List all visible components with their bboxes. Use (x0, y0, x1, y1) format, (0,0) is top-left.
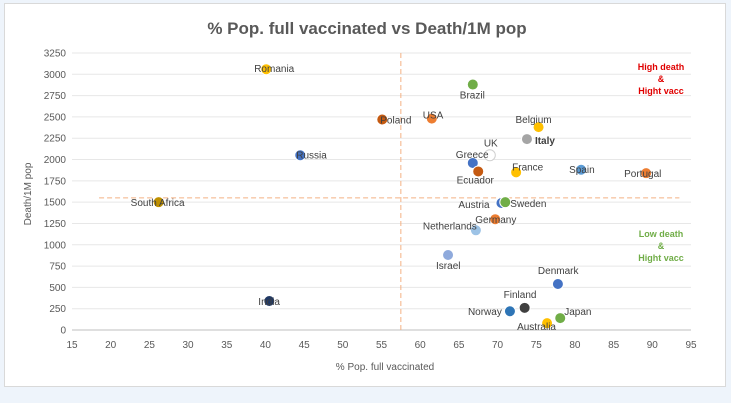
grid-lines (72, 52, 691, 331)
x-tick-label: 60 (415, 340, 427, 351)
point-ecuador (472, 165, 485, 178)
y-tick-label: 2250 (44, 134, 67, 145)
quadrant-label-line: Hight vacc (638, 86, 684, 96)
point-label-greece: Greece (456, 150, 489, 161)
point-label-belgium: Belgium (516, 115, 552, 126)
quadrant-label-line: High death (638, 62, 685, 72)
quadrant-label-line: Low death (639, 229, 684, 239)
x-tick-label: 50 (337, 340, 349, 351)
chart-frame: % Pop. full vaccinated vs Death/1M pop 0… (4, 3, 726, 387)
point-belgium (532, 121, 545, 134)
y-tick-label: 1500 (44, 198, 67, 209)
point-israel (442, 248, 455, 261)
x-tick-label: 25 (144, 340, 156, 351)
point-label-australia: Australia (517, 322, 556, 333)
x-tick-label: 55 (376, 340, 388, 351)
y-tick-label: 2000 (44, 155, 67, 166)
point-denmark (551, 277, 564, 290)
point-brazil (466, 78, 479, 91)
point-romania (260, 63, 273, 76)
point-greece (466, 156, 479, 169)
chart-title: % Pop. full vaccinated vs Death/1M pop (207, 19, 526, 38)
point-netherlands (469, 224, 482, 237)
point-portugal (640, 167, 653, 180)
point-label-india: India (258, 297, 280, 308)
x-tick-label: 70 (492, 340, 504, 351)
point-south-africa (152, 196, 165, 209)
point-label-russia: Russia (296, 150, 327, 161)
x-tick-label: 95 (685, 340, 697, 351)
point-label-japan: Japan (564, 307, 591, 318)
point-label-usa: USA (423, 111, 444, 122)
x-tick-label: 40 (260, 340, 272, 351)
y-tick-label: 3250 (44, 49, 67, 60)
point-label-italy: Italy (535, 136, 555, 147)
point-norway (503, 305, 516, 318)
point-label-uk: UK (484, 138, 498, 149)
point-russia (294, 149, 307, 162)
point-label-brazil: Brazil (460, 91, 485, 102)
point-france (510, 166, 523, 179)
x-tick-label: 75 (531, 340, 543, 351)
x-tick-label: 20 (105, 340, 117, 351)
point-finland (518, 301, 531, 314)
point-label-germany: Germany (475, 215, 516, 226)
point-label-romania: Romania (254, 64, 294, 75)
scatter-chart: % Pop. full vaccinated vs Death/1M pop 0… (23, 19, 697, 373)
point-label-norway: Norway (468, 307, 502, 318)
y-tick-label: 500 (49, 283, 66, 294)
y-tick-label: 2750 (44, 91, 67, 102)
y-tick-label: 3000 (44, 70, 67, 81)
data-points: Romania Brazil Poland USA Belgium Italy Russia… (131, 63, 661, 333)
y-tick-label: 1250 (44, 219, 67, 230)
point-germany (489, 213, 502, 226)
y-tick-label: 2500 (44, 112, 67, 123)
point-label-portugal: Portugal (624, 169, 661, 180)
quadrant-label-line: & (658, 241, 665, 251)
x-tick-label: 65 (453, 340, 465, 351)
x-tick-label: 35 (221, 340, 233, 351)
quadrant-label-line: Hight vacc (638, 253, 684, 263)
point-label-netherlands: Netherlands (423, 221, 477, 232)
quadrant-label-line: & (658, 74, 665, 84)
point-label-finland: Finland (504, 290, 537, 301)
reference-lines (99, 53, 680, 330)
point-japan (554, 312, 567, 325)
point-label-poland: Poland (380, 115, 411, 126)
x-tick-label: 30 (183, 340, 195, 351)
point-australia (541, 317, 554, 330)
point-label-austria: Austria (458, 200, 490, 211)
point-label-spain: Spain (569, 165, 595, 176)
point-label-france: France (512, 162, 544, 173)
y-tick-label: 0 (60, 326, 66, 337)
y-tick-label: 1000 (44, 240, 67, 251)
point-india (263, 295, 276, 308)
y-tick-label: 250 (49, 304, 66, 315)
point-italy (520, 133, 533, 146)
x-tick-label: 90 (647, 340, 659, 351)
x-tick-label: 45 (299, 340, 311, 351)
x-axis-title: % Pop. full vaccinated (336, 362, 434, 373)
x-tick-label: 80 (569, 340, 581, 351)
point-label-south-africa: South Africa (131, 198, 185, 209)
y-tick-label: 1750 (44, 176, 67, 187)
y-tick-label: 750 (49, 262, 66, 273)
point-usa (425, 112, 438, 125)
axes: 0 250 500 750 1000 1250 1500 1750 2000 2250 2500 27… (44, 49, 697, 352)
x-tick-label: 85 (608, 340, 620, 351)
point-uk (483, 149, 496, 162)
point-spain (575, 163, 588, 176)
x-tick-label: 15 (66, 340, 78, 351)
point-label-ecuador: Ecuador (457, 175, 495, 186)
point-label-sweden: Sweden (510, 199, 546, 210)
point-label-israel: Israel (436, 261, 460, 272)
quadrant-labels: High death & Hight vacc Low death & Hight vac… (638, 62, 685, 263)
point-label-denmark: Denmark (538, 266, 580, 277)
point-poland (376, 113, 389, 126)
point-sweden (499, 196, 512, 209)
y-axis-title: Death/1M pop (23, 162, 34, 225)
